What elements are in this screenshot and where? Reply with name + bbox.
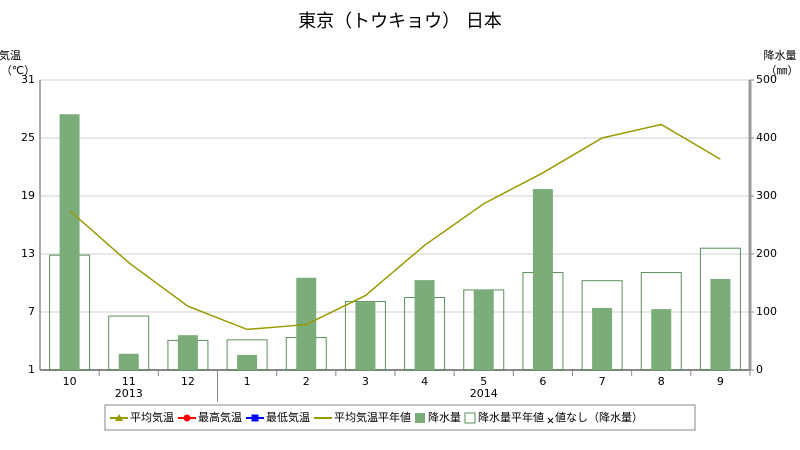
x-tick-label: 2 [303,375,310,388]
bar [355,302,376,370]
x-tick-label: 1 [244,375,251,388]
legend-marker [251,414,259,422]
legend-marker [183,414,191,422]
x-tick-label: 3 [362,375,369,388]
y-axis-label: 気温 [0,48,21,62]
y-tick-label: 1 [28,363,35,376]
x-tick-label: 12 [181,375,195,388]
legend-label: 値なし（降水量） [555,410,643,424]
x-tick-label: 7 [599,375,606,388]
legend-label: 最高気温 [198,410,242,424]
x-group-label: 2014 [470,387,498,400]
legend-swatch [415,413,425,423]
y-axis-label: （℃） [1,64,35,77]
x-tick-label: 11 [122,375,136,388]
legend-marker [115,414,123,421]
bar [414,280,435,370]
x-tick-label: 10 [63,375,77,388]
bar [532,189,553,370]
legend-label: 降水量 [428,410,461,424]
legend-label: 平均気温 [130,410,174,424]
y2-tick-label: 500 [756,73,777,86]
legend-swatch [464,412,476,424]
x-group-label: 2013 [115,387,143,400]
y-tick-label: 31 [21,73,35,86]
y2-tick-label: 300 [756,189,777,202]
bar [592,307,613,370]
y2-tick-label: 400 [756,131,777,144]
y2-tick-label: 200 [756,247,777,260]
bar [473,289,494,370]
x-tick-label: 8 [658,375,665,388]
y-tick-label: 13 [21,247,35,260]
bar [118,353,139,370]
y2-tick-label: 100 [756,305,777,318]
bar [237,354,258,370]
y2-tick-label: 0 [756,363,763,376]
legend-label: 降水量平年値 [478,410,544,424]
bar [59,114,80,370]
legend-label: 最低気温 [266,410,310,424]
line [69,123,721,331]
y-tick-label: 7 [28,305,35,318]
x-tick-label: 9 [717,375,724,388]
bar [177,335,198,370]
legend-label: 平均気温平年値 [334,410,411,424]
legend-no-data-marker [547,417,554,424]
y-tick-label: 25 [21,131,35,144]
bar [710,278,731,370]
y-tick-label: 19 [21,189,35,202]
chart-title: 東京（トウキョウ） 日本 [298,11,502,32]
bar [651,309,672,370]
x-tick-label: 6 [539,375,546,388]
x-tick-label: 5 [480,375,487,388]
legend-box [104,404,696,431]
y2-axis-label: 降水量 [764,48,797,62]
y2-axis-label: （㎜） [766,64,799,77]
x-tick-label: 4 [421,375,428,388]
